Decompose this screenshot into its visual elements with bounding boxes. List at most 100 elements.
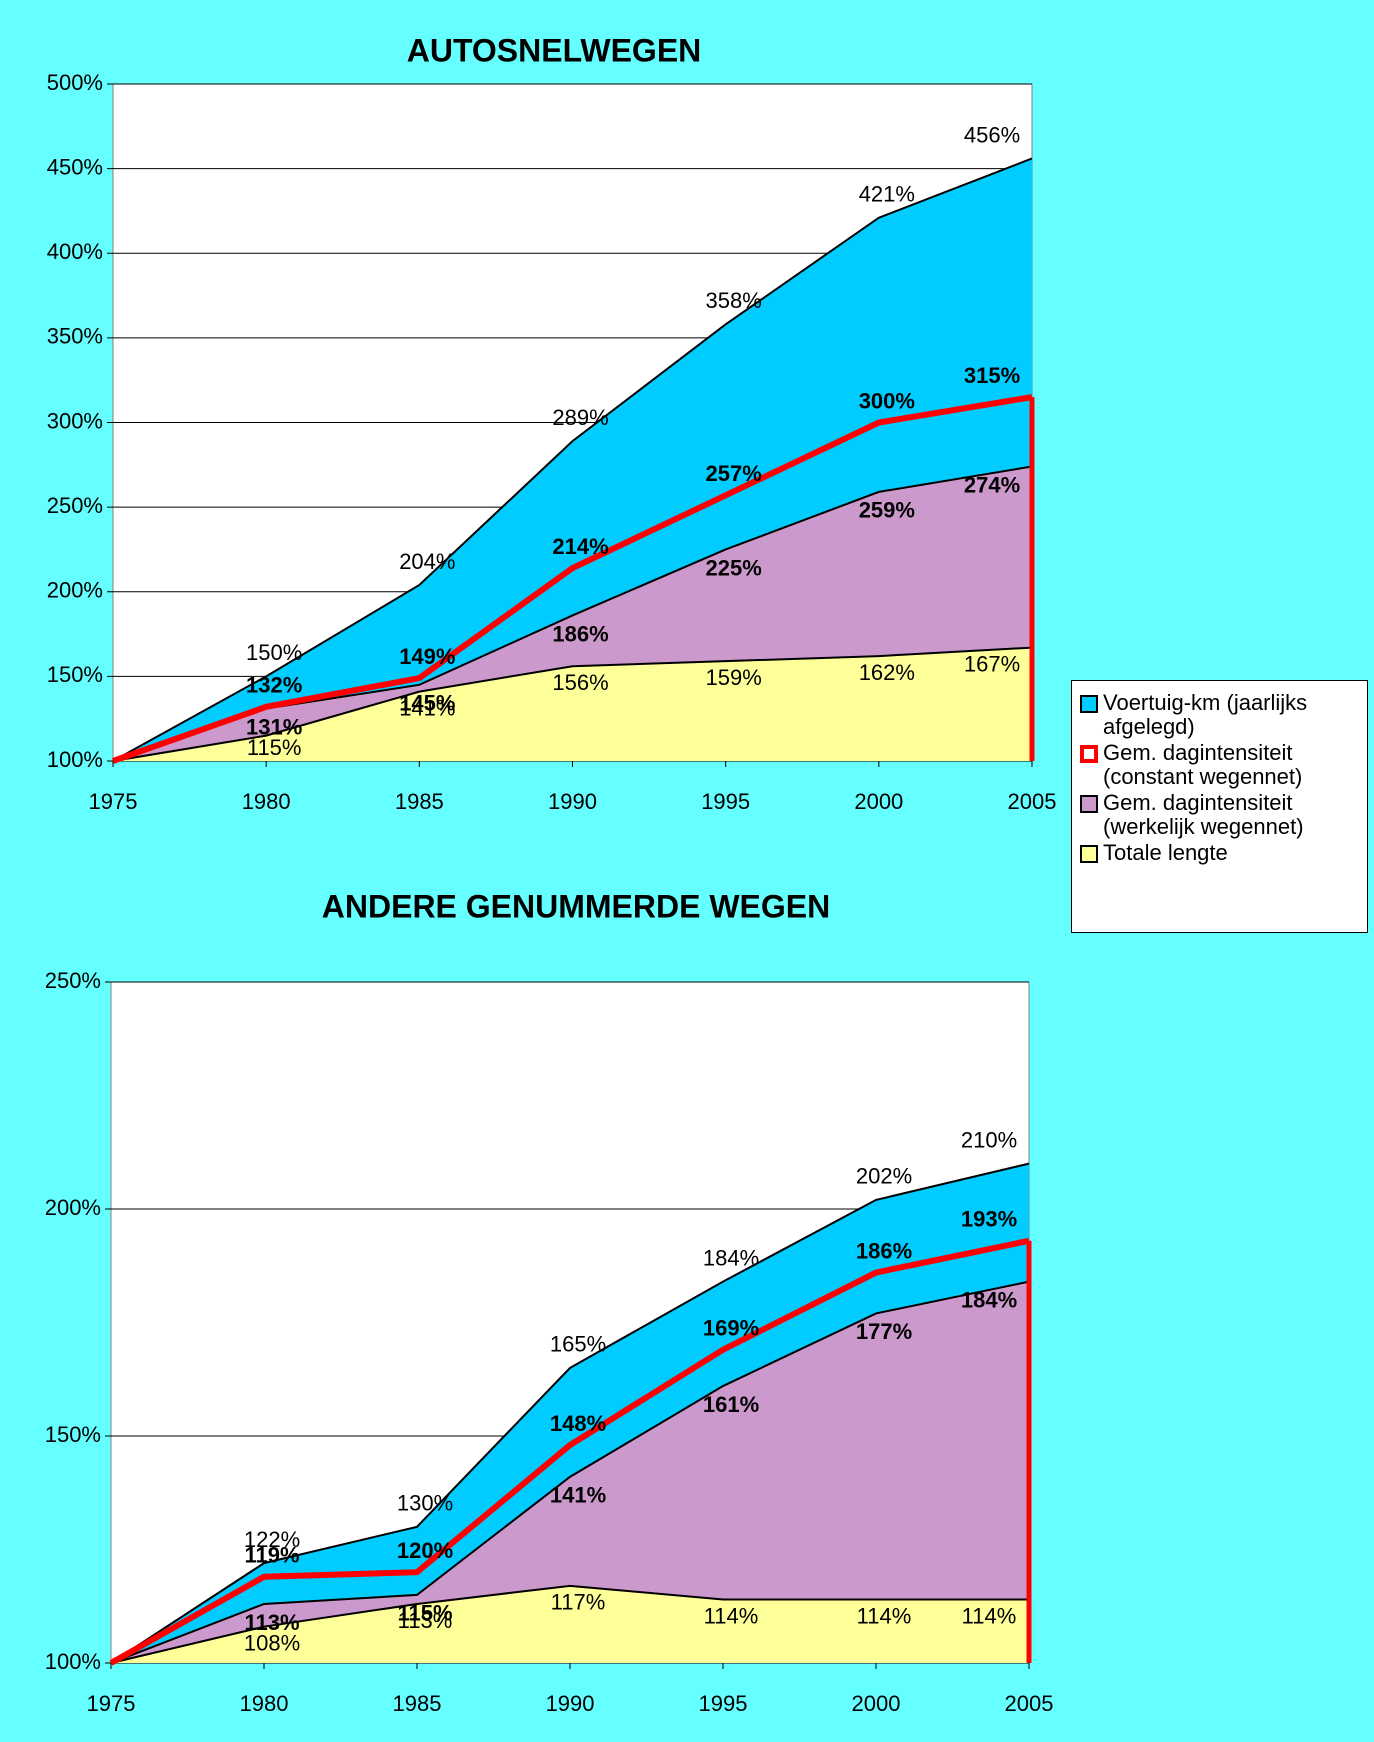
y-tick-label: 350% — [47, 324, 103, 349]
data-label: 184% — [703, 1245, 759, 1270]
data-label: 259% — [859, 498, 915, 523]
line — [109, 1237, 1030, 1666]
data-label: 148% — [550, 1411, 606, 1436]
y-tick-label: 200% — [47, 578, 103, 603]
data-label: 162% — [859, 660, 915, 685]
data-label: 113% — [244, 1610, 299, 1635]
x-tick-label: 2005 — [1005, 1691, 1054, 1716]
data-label: 145% — [399, 691, 455, 716]
x-tick-label: 1985 — [393, 1691, 442, 1716]
legend-label: Gem. dagintensiteit (constant wegennet) — [1103, 740, 1303, 789]
legend: Voertuig-km (jaarlijks afgelegd) Gem. dag… — [1071, 680, 1368, 933]
data-label: 214% — [552, 534, 608, 559]
data-label: 289% — [552, 405, 608, 430]
x-tick-label: 1975 — [87, 1691, 136, 1716]
data-label: 186% — [552, 621, 608, 646]
legend-entry: Gem. dagintensiteit (werkelijk wegennet) — [1080, 791, 1359, 839]
area-fill — [113, 647, 1032, 761]
y-tick-label: 200% — [45, 1195, 101, 1220]
data-label: 114% — [857, 1603, 912, 1628]
data-label: 130% — [397, 1491, 453, 1516]
x-tick-label: 1985 — [395, 789, 444, 814]
legend-label: Totale lengte — [1103, 840, 1228, 865]
x-tick-label: 2000 — [852, 1691, 901, 1716]
x-tick-label: 1995 — [699, 1691, 748, 1716]
y-tick-label: 100% — [47, 747, 103, 772]
data-label: 169% — [703, 1316, 759, 1341]
legend-entry: Totale lengte — [1080, 841, 1359, 865]
x-tick-label: 1990 — [548, 789, 597, 814]
legend-swatch — [1080, 795, 1098, 813]
data-label: 141% — [550, 1483, 606, 1508]
area-line — [112, 646, 1033, 762]
area-line — [110, 1162, 1030, 1664]
chart-title: ANDERE GENUMMERDE WEGEN — [322, 888, 830, 924]
y-tick-label: 150% — [47, 662, 103, 687]
data-label: 274% — [964, 472, 1020, 497]
data-label: 204% — [399, 549, 455, 574]
x-tick-label: 1990 — [546, 1691, 595, 1716]
data-label: 120% — [397, 1538, 453, 1563]
x-tick-label: 2000 — [854, 789, 903, 814]
data-label: 150% — [246, 640, 302, 665]
data-label: 210% — [961, 1127, 1017, 1152]
legend-swatch — [1080, 845, 1098, 863]
data-label: 119% — [244, 1543, 299, 1568]
area-line — [110, 1280, 1030, 1664]
y-tick-label: 250% — [45, 968, 101, 993]
x-tick-label: 1975 — [89, 789, 138, 814]
y-tick-label: 300% — [47, 408, 103, 433]
legend-entry: Gem. dagintensiteit (constant wegennet) — [1080, 741, 1359, 789]
data-label: 156% — [552, 670, 608, 695]
line — [111, 394, 1033, 764]
y-tick-label: 250% — [47, 493, 103, 518]
area-fill — [111, 1281, 1029, 1663]
data-label: 167% — [964, 651, 1020, 676]
data-label: 315% — [964, 363, 1020, 388]
legend-swatch — [1080, 745, 1098, 763]
data-label: 115% — [397, 1601, 452, 1626]
data-label: 358% — [706, 288, 762, 313]
data-label: 132% — [246, 673, 302, 698]
x-tick-label: 1995 — [701, 789, 750, 814]
data-label: 149% — [399, 644, 455, 669]
data-label: 117% — [551, 1590, 606, 1615]
y-tick-label: 100% — [45, 1649, 101, 1674]
x-tick-label: 1980 — [242, 789, 291, 814]
data-label: 141% — [399, 695, 455, 720]
y-tick-label: 500% — [47, 70, 103, 95]
data-label: 186% — [856, 1238, 912, 1263]
data-label: 131% — [246, 714, 302, 739]
area-line — [110, 1584, 1029, 1664]
data-label: 161% — [703, 1392, 759, 1417]
data-label: 165% — [550, 1332, 606, 1357]
legend-label: Voertuig-km (jaarlijks afgelegd) — [1103, 690, 1308, 739]
data-label: 421% — [859, 182, 915, 207]
y-tick-label: 400% — [47, 239, 103, 264]
x-tick-label: 1980 — [240, 1691, 289, 1716]
area-fill — [111, 1585, 1029, 1663]
data-label: 108% — [244, 1630, 300, 1655]
data-label: 122% — [244, 1527, 300, 1552]
y-tick-label: 150% — [45, 1422, 101, 1447]
data-label: 113% — [398, 1608, 453, 1633]
chart-title: AUTOSNELWEGEN — [407, 32, 702, 68]
data-label: 184% — [961, 1287, 1017, 1312]
data-label: 177% — [856, 1319, 912, 1344]
data-label: 300% — [859, 388, 915, 413]
area-line — [112, 157, 1033, 762]
data-label: 456% — [964, 122, 1020, 147]
data-label: 159% — [706, 665, 762, 690]
y-tick-label: 450% — [47, 154, 103, 179]
data-label: 114% — [704, 1603, 759, 1628]
data-label: 193% — [961, 1207, 1017, 1232]
data-label: 114% — [962, 1603, 1017, 1628]
legend-swatch — [1080, 695, 1098, 713]
legend-label: Gem. dagintensiteit (werkelijk wegennet) — [1103, 790, 1304, 839]
data-label: 225% — [706, 555, 762, 580]
data-label: 257% — [706, 461, 762, 486]
x-tick-label: 2005 — [1008, 789, 1057, 814]
data-label: 115% — [247, 735, 302, 760]
